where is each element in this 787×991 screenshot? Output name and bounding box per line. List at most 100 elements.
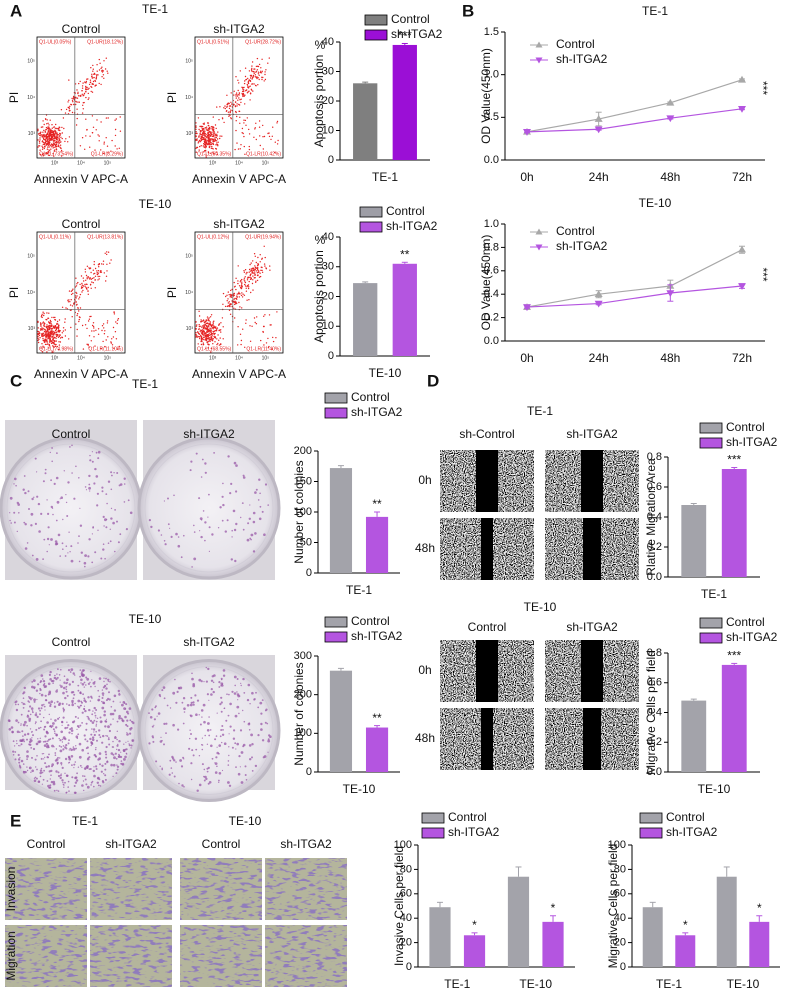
cell-dot: [100, 121, 102, 123]
cell-dot: [257, 84, 259, 86]
cell-dot: [83, 280, 85, 282]
colony: [59, 498, 61, 500]
cell-dot: [268, 314, 271, 316]
colony: [161, 739, 163, 742]
cell-dot: [235, 303, 237, 305]
colony: [37, 683, 40, 686]
colony: [221, 725, 224, 727]
colony: [47, 682, 51, 686]
colony: [16, 730, 20, 734]
y-tick-label: 0.0: [484, 154, 499, 166]
colony: [232, 509, 236, 513]
colony: [85, 728, 88, 731]
colony: [203, 768, 206, 771]
colony: [15, 484, 17, 487]
cell-dot: [96, 119, 98, 121]
log-tick-label: 10⁴: [77, 355, 85, 361]
significance: *: [551, 901, 556, 915]
cell-dot: [200, 136, 202, 138]
cell-dot: [48, 338, 50, 340]
colony: [79, 764, 82, 767]
y-tick-label: 200: [294, 689, 312, 701]
cell-dot: [242, 293, 244, 295]
colony: [151, 725, 154, 728]
cell-dot: [116, 322, 118, 325]
legend-label: sh-ITGA2: [448, 825, 500, 839]
colony: [253, 698, 256, 701]
colony: [101, 741, 104, 744]
colony: [82, 775, 84, 777]
cell-dot: [43, 147, 45, 150]
colony: [168, 773, 171, 776]
cell-dot: [264, 78, 267, 81]
cell-dot: [86, 265, 89, 267]
marker: [523, 129, 531, 136]
cell-dot: [87, 78, 89, 80]
colony: [47, 526, 50, 529]
colony: [75, 465, 77, 468]
cell-dot: [263, 325, 265, 328]
colony: [207, 667, 210, 671]
cell-dot: [206, 316, 209, 318]
column-label: Control: [52, 427, 91, 441]
wound-gap: [581, 450, 603, 512]
cell-dot: [205, 156, 207, 158]
cell-dot: [245, 273, 247, 275]
cell-dot: [60, 155, 63, 157]
colony: [207, 722, 210, 725]
cell-dot: [214, 132, 216, 134]
colony: [257, 499, 260, 501]
cell-dot: [82, 102, 85, 104]
cell-dot: [229, 296, 231, 298]
colony: [74, 715, 77, 718]
cell-dot: [205, 339, 208, 342]
cell-dot: [205, 145, 207, 148]
colony: [169, 707, 172, 709]
cell-dot: [37, 146, 39, 148]
colony: [202, 703, 206, 707]
x-tick-label: 48h: [660, 351, 680, 365]
cell-dot: [254, 265, 256, 267]
colony: [98, 695, 101, 698]
cell-dot: [258, 63, 261, 66]
colony: [47, 765, 51, 768]
colony: [106, 502, 108, 505]
cell-dot: [236, 142, 238, 144]
colony: [122, 748, 126, 752]
cell-dot: [54, 343, 56, 345]
cell-dot: [203, 122, 205, 124]
colony: [126, 733, 129, 736]
cell-dot: [54, 141, 56, 143]
cell-dot: [58, 334, 60, 336]
cell-dot: [255, 138, 257, 141]
colony: [56, 676, 59, 679]
colony: [13, 511, 16, 514]
cell-dot: [37, 339, 39, 342]
colony: [163, 500, 165, 502]
log-tick-label: 10⁵: [185, 59, 193, 65]
bar: [353, 283, 378, 356]
marker: [738, 75, 746, 83]
colony: [47, 756, 49, 759]
cell-dot: [53, 337, 55, 339]
colony: [91, 460, 94, 463]
cell-dot: [100, 149, 102, 151]
cell-dot: [276, 120, 279, 123]
y-tick-label: 0.6: [484, 265, 499, 277]
cell-dot: [71, 316, 73, 318]
cell-dot: [214, 124, 217, 126]
cell-dot: [46, 152, 48, 154]
colony: [221, 683, 223, 685]
colony: [211, 675, 214, 678]
colony: [114, 752, 117, 755]
cell-dot: [102, 260, 105, 262]
cell-dot: [46, 143, 48, 146]
cell-dot: [103, 272, 106, 274]
cell-dot: [254, 321, 256, 324]
cell-dot: [201, 132, 204, 134]
cell-dot: [259, 135, 261, 137]
cell-dot: [51, 144, 53, 146]
cell-dot: [88, 83, 91, 86]
colony: [55, 770, 58, 773]
y-tick-label: 0.6: [647, 481, 662, 493]
